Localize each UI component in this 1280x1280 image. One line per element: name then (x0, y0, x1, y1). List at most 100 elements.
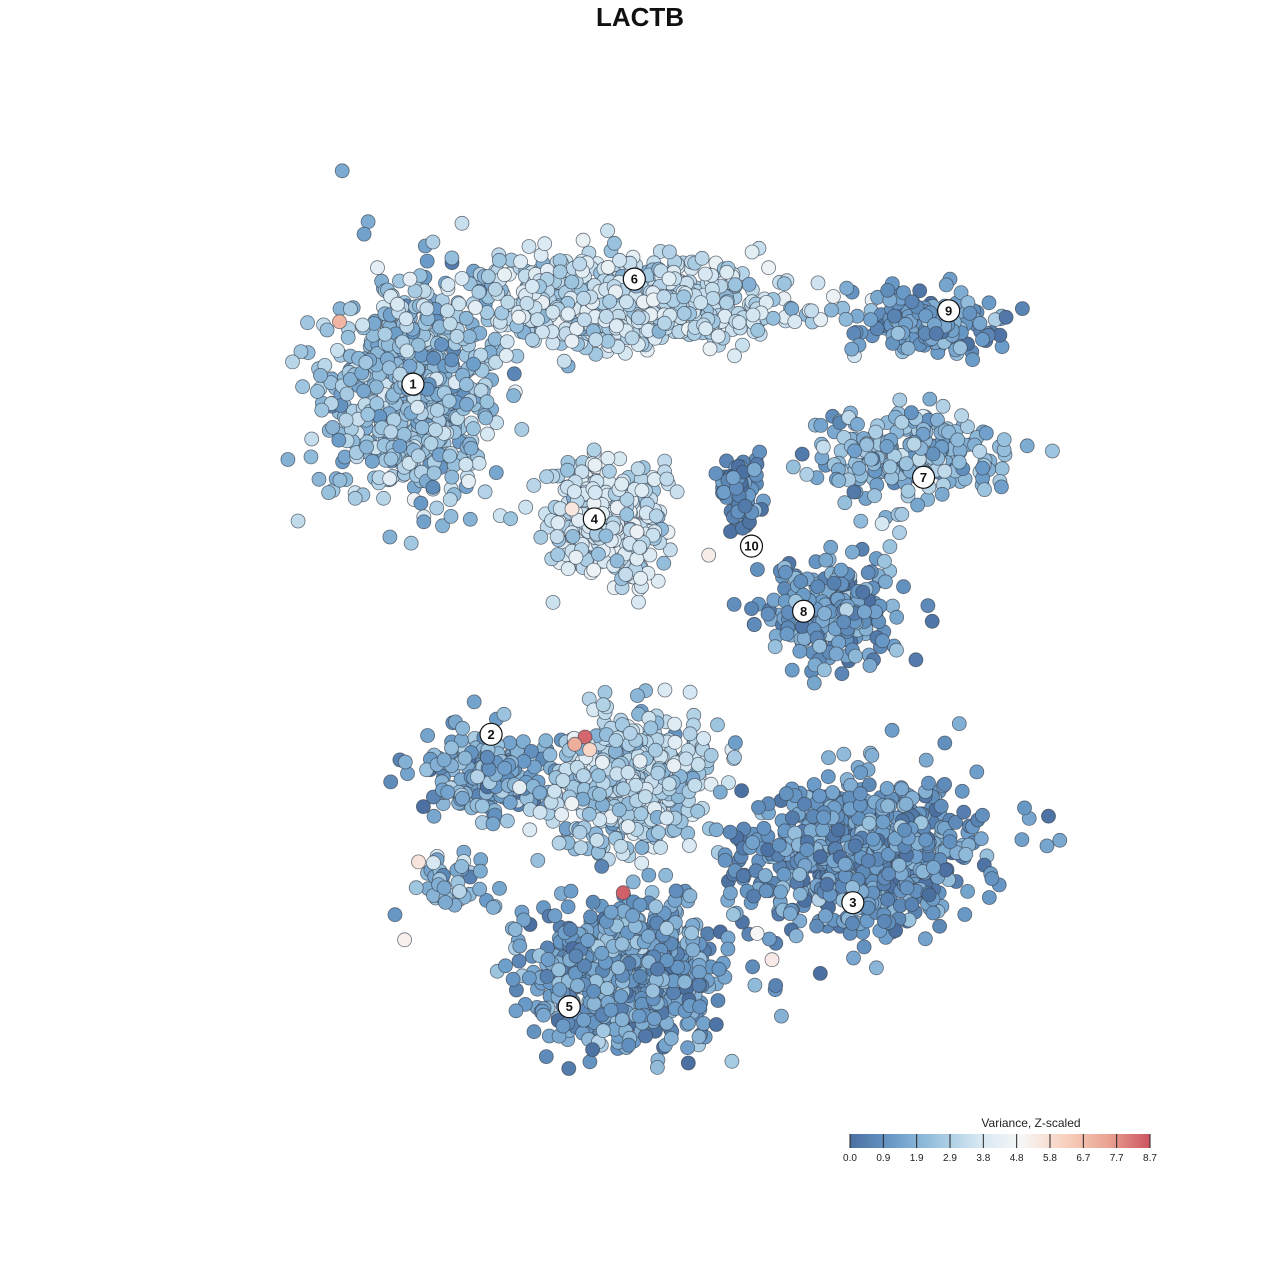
data-point (491, 252, 507, 268)
data-point (975, 807, 990, 823)
data-point (918, 752, 934, 768)
data-point (632, 540, 648, 555)
data-point (641, 867, 657, 883)
data-point (565, 529, 581, 544)
data-point (836, 746, 852, 762)
data-point (612, 252, 627, 268)
data-point (492, 881, 507, 896)
data-point (921, 887, 937, 903)
data-point (538, 733, 554, 749)
data-point (568, 948, 584, 964)
data-point (398, 311, 414, 327)
data-point (656, 555, 672, 571)
chart-title: LACTB (595, 2, 685, 32)
data-point (461, 473, 476, 489)
data-point (599, 981, 615, 996)
data-point (882, 539, 898, 554)
data-point (610, 960, 626, 976)
data-point (984, 871, 1000, 886)
data-point (794, 446, 810, 462)
data-point (478, 410, 494, 426)
data-point (592, 787, 607, 802)
data-point (602, 294, 618, 309)
data-point (643, 720, 659, 736)
data-point (408, 880, 424, 896)
data-point (773, 884, 788, 900)
data-point (890, 325, 906, 341)
data-point (340, 329, 356, 345)
data-point (512, 938, 528, 954)
data-point (826, 575, 842, 591)
data-point (471, 455, 487, 471)
data-point (894, 506, 910, 522)
data-point (758, 883, 774, 899)
data-point (552, 982, 568, 997)
data-point (834, 666, 850, 682)
data-point (719, 295, 734, 311)
data-point (530, 312, 545, 328)
data-point (444, 250, 460, 266)
data-point (669, 484, 685, 500)
data-point (465, 356, 481, 372)
data-point (487, 331, 503, 347)
data-point (792, 886, 808, 902)
data-point (356, 383, 372, 399)
data-point (824, 302, 839, 318)
data-point (293, 344, 309, 360)
data-point (950, 432, 966, 448)
data-point (852, 786, 868, 802)
data-point (603, 1002, 619, 1018)
data-point (844, 341, 860, 357)
data-point (458, 310, 474, 326)
data-point (839, 602, 854, 618)
data-point (497, 267, 512, 283)
data-point (708, 822, 724, 838)
data-point (538, 1049, 554, 1064)
data-point (413, 495, 429, 511)
data-point (771, 837, 787, 853)
data-point (397, 754, 413, 770)
data-point (512, 780, 527, 795)
data-point (682, 726, 698, 742)
data-point (618, 567, 634, 582)
data-point (682, 888, 698, 904)
data-point (480, 426, 495, 442)
data-point (426, 350, 442, 366)
data-point (608, 733, 624, 748)
data-point (657, 315, 672, 331)
data-point (693, 295, 709, 311)
data-point (518, 499, 534, 515)
data-point (793, 574, 809, 589)
data-point (937, 463, 953, 479)
data-point (496, 706, 512, 722)
data-point (710, 328, 726, 344)
data-point-highlight (411, 854, 426, 870)
data-point (564, 333, 580, 349)
data-point (609, 553, 625, 569)
data-point (638, 1028, 653, 1044)
data-point (892, 392, 908, 408)
data-point (511, 953, 527, 969)
data-point (877, 914, 892, 929)
data-point (767, 639, 783, 655)
data-point (682, 838, 697, 853)
data-point (746, 888, 762, 904)
data-point (521, 239, 537, 254)
data-point (899, 880, 915, 896)
data-point (812, 966, 828, 981)
data-point (837, 856, 853, 872)
data-point (505, 971, 521, 987)
data-point (744, 601, 759, 616)
data-point (507, 922, 523, 937)
data-point (853, 765, 868, 780)
data-point (667, 734, 683, 750)
data-point (633, 806, 649, 822)
data-point (567, 484, 582, 500)
data-point (851, 460, 867, 476)
data-point (836, 614, 852, 630)
data-point (892, 525, 907, 540)
data-point (347, 490, 363, 506)
data-point (570, 978, 585, 993)
data-point (440, 784, 456, 800)
data-point (442, 492, 458, 508)
